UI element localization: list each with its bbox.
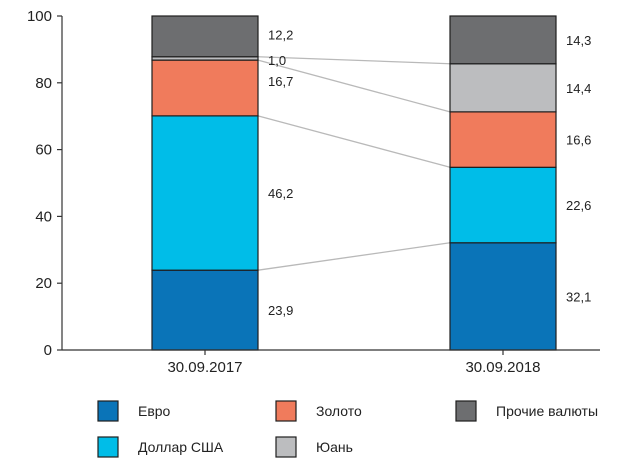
y-tick-label-20: 20 xyxy=(35,275,52,292)
category-label-1: 30.09.2017 xyxy=(167,359,242,376)
data-label-2-4: 14,4 xyxy=(566,81,591,96)
data-label-1-5: 12,2 xyxy=(268,27,293,42)
bar-segment-2-3 xyxy=(449,111,557,168)
data-label-1-1: 23,9 xyxy=(268,303,293,318)
legend-swatch-5 xyxy=(455,400,477,422)
bar-segment-1-2 xyxy=(151,115,259,271)
category-labels: 30.09.2017 30.09.2018 xyxy=(167,350,541,376)
data-label-1-2: 46,2 xyxy=(268,186,293,201)
data-label-2-3: 16,6 xyxy=(566,133,591,148)
category-label-2: 30.09.2018 xyxy=(465,359,540,376)
bar-segment-2-2 xyxy=(449,166,557,244)
y-tick-label-80: 80 xyxy=(35,75,52,92)
bar-segment-2-5 xyxy=(449,15,557,65)
bar-segment-2-1 xyxy=(449,242,557,351)
bar-segment-1-5 xyxy=(151,15,259,58)
legend-label-5: Прочие валюты xyxy=(496,403,598,419)
connector-line-2 xyxy=(257,115,451,168)
legend: Евро Золото Прочие валюты Доллар США Юань xyxy=(97,400,598,458)
legend-swatch-1 xyxy=(97,400,119,422)
data-label-2-2: 22,6 xyxy=(566,198,591,213)
y-tick-label-100: 100 xyxy=(27,8,52,25)
legend-label-2: Доллар США xyxy=(138,439,224,455)
bar-segment-1-1 xyxy=(151,269,259,351)
legend-swatch-4 xyxy=(275,436,297,458)
bar-segments xyxy=(151,15,557,351)
y-tick-label-40: 40 xyxy=(35,208,52,225)
legend-label-4: Юань xyxy=(316,439,353,455)
legend-label-3: Золото xyxy=(316,403,362,419)
bar-segment-2-4 xyxy=(449,63,557,113)
y-tick-label-0: 0 xyxy=(44,342,52,359)
data-labels: 23,9 46,2 16,7 1,0 12,2 32,1 22,6 16,6 14,4 14,3 xyxy=(268,27,591,318)
connector-line-3 xyxy=(257,59,451,113)
legend-swatch-2 xyxy=(97,436,119,458)
connector-line-1 xyxy=(257,242,451,271)
data-label-2-5: 14,3 xyxy=(566,33,591,48)
legend-swatch-3 xyxy=(275,400,297,422)
data-label-1-3: 16,7 xyxy=(268,74,293,89)
data-label-1-4: 1,0 xyxy=(268,53,286,68)
connector-lines xyxy=(257,56,451,271)
y-tick-label-60: 60 xyxy=(35,142,52,159)
data-label-2-1: 32,1 xyxy=(566,289,591,304)
connector-line-4 xyxy=(257,56,451,65)
bar-segment-1-3 xyxy=(151,59,259,117)
y-axis: 0 20 40 60 80 100 xyxy=(27,8,600,359)
legend-label-1: Евро xyxy=(138,403,171,419)
